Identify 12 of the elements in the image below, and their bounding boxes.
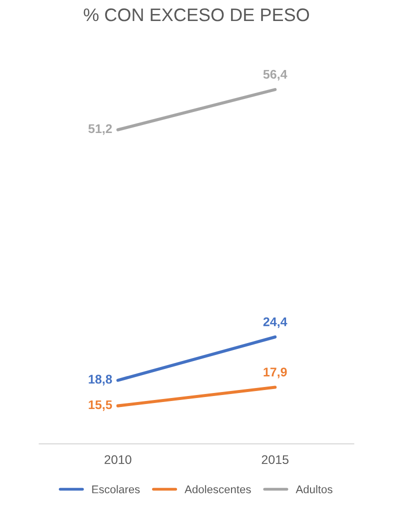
x-tick-label: 2015 xyxy=(262,455,288,464)
data-label: 51,2 xyxy=(88,124,112,135)
legend-label: Escolares xyxy=(92,485,140,494)
data-label: 15,5 xyxy=(88,400,112,411)
legend-label: Adultos xyxy=(296,485,332,494)
legend-label: Adolescentes xyxy=(184,485,251,494)
data-label: 17,9 xyxy=(264,368,287,378)
data-label: 24,4 xyxy=(263,317,288,328)
chart-title: % CON EXCESO DE PESO xyxy=(84,8,310,22)
data-label: 56,4 xyxy=(263,70,288,81)
data-label: 18,8 xyxy=(88,374,112,386)
x-tick-label: 2010 xyxy=(104,455,132,464)
